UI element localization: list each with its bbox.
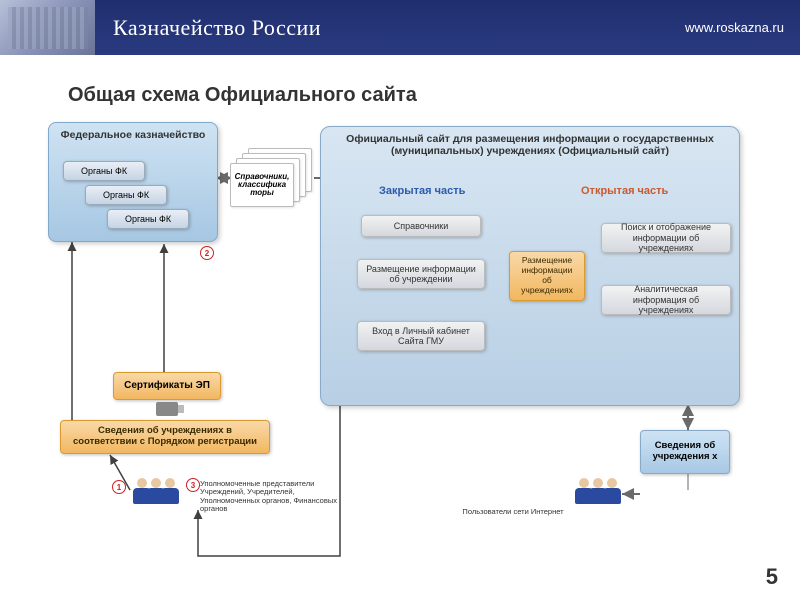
cert-box: Сертификаты ЭП bbox=[113, 372, 221, 400]
bridge-box: Размещение информации об учреждениях bbox=[509, 251, 585, 301]
internet-users-label: Пользователи сети Интернет bbox=[448, 508, 578, 516]
site-panel-title: Официальный сайт для размещения информац… bbox=[321, 127, 739, 159]
institution-info-box: Сведения об учреждения х bbox=[640, 430, 730, 474]
organ-fk-1: Органы ФК bbox=[63, 161, 145, 181]
open-box-search: Поиск и отображение информации об учрежд… bbox=[601, 223, 731, 253]
authorized-reps-icon bbox=[138, 478, 180, 506]
badge-2: 2 bbox=[200, 246, 214, 260]
closed-part-label: Закрытая часть bbox=[379, 185, 465, 197]
organ-fk-3: Органы ФК bbox=[107, 209, 189, 229]
header-title: Казначейство России bbox=[113, 15, 321, 41]
page-title: Общая схема Официального сайта bbox=[68, 84, 417, 107]
reference-docs-stack: Справочники, классифика торы bbox=[230, 148, 316, 206]
open-part-label: Открытая часть bbox=[581, 185, 668, 197]
open-box-analytic: Аналитическая информация об учреждениях bbox=[601, 285, 731, 315]
authorized-reps-label: Уполномоченные представители Учреждений,… bbox=[200, 480, 340, 513]
header-bar: Казначейство России www.roskazna.ru bbox=[0, 0, 800, 55]
usb-key-icon bbox=[156, 402, 178, 416]
badge-1: 1 bbox=[112, 480, 126, 494]
closed-box-references: Справочники bbox=[361, 215, 481, 237]
organ-fk-2: Органы ФК bbox=[85, 185, 167, 205]
badge-3: 3 bbox=[186, 478, 200, 492]
treasury-title: Федеральное казначейство bbox=[49, 123, 217, 143]
treasury-panel: Федеральное казначейство Органы ФК Орган… bbox=[48, 122, 218, 242]
closed-box-login: Вход в Личный кабинет Сайта ГМУ bbox=[357, 321, 485, 351]
registration-info-box: Сведения об учреждениях в соответствии с… bbox=[60, 420, 270, 454]
page-number: 5 bbox=[766, 564, 778, 590]
closed-box-post-info: Размещение информации об учреждении bbox=[357, 259, 485, 289]
reference-docs-label: Справочники, классифика торы bbox=[230, 163, 294, 207]
header-building-image bbox=[0, 0, 95, 55]
internet-users-icon bbox=[580, 478, 622, 506]
official-site-panel: Официальный сайт для размещения информац… bbox=[320, 126, 740, 406]
header-url: www.roskazna.ru bbox=[685, 20, 784, 35]
